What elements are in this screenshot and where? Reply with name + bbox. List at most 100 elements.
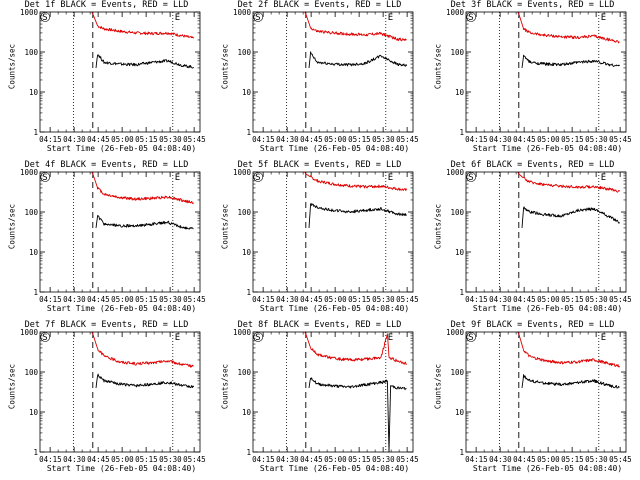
series-line-lld (304, 11, 407, 42)
series-line-lld (91, 11, 195, 39)
series-line-events (308, 202, 407, 228)
x-tick-label: 04:30 (489, 455, 512, 464)
y-axis-title: Counts/sec (7, 43, 17, 90)
start-marker: S (255, 173, 260, 183)
x-tick-label: 05:30 (159, 295, 182, 304)
y-tick-label: 1 (459, 287, 464, 297)
y-tick-label: 10 (28, 407, 38, 417)
x-tick-label: 04:45 (300, 135, 323, 144)
x-tick-label: 05:00 (324, 135, 347, 144)
start-marker-ring (253, 12, 264, 22)
y-tick-label: 100 (237, 47, 251, 57)
x-tick-label: 04:30 (63, 295, 86, 304)
x-tick-label: 05:15 (348, 135, 371, 144)
plot-frame (252, 331, 414, 453)
start-marker: S (42, 173, 47, 183)
x-tick-label: 04:45 (513, 455, 536, 464)
y-tick-label: 1 (246, 447, 251, 457)
chart-title: Det 5f BLACK = Events, RED = LLD (237, 160, 402, 170)
x-tick-label: 05:30 (585, 295, 608, 304)
x-tick-label: 05:15 (135, 135, 158, 144)
start-marker-ring (40, 172, 51, 182)
plot-frame (39, 331, 201, 453)
y-tick-label: 1000 (19, 167, 38, 177)
y-tick-label: 1 (459, 447, 464, 457)
plot-frame (39, 171, 201, 293)
y-tick-label: 1000 (19, 327, 38, 337)
chart-panel: S E 1 10 100 1000 04:15 04:30 04:45 05:00 05:15 05:… (426, 320, 639, 480)
x-tick-label: 05:45 (609, 455, 632, 464)
y-tick-label: 100 (24, 367, 38, 377)
plot-frame (465, 171, 627, 293)
x-tick-label: 05:45 (183, 295, 206, 304)
y-tick-label: 10 (454, 87, 464, 97)
end-marker: E (601, 13, 606, 23)
x-tick-label: 04:15 (39, 295, 62, 304)
end-marker: E (601, 333, 606, 343)
x-axis-title: Start Time (26-Feb-05 04:08:40) (472, 304, 623, 313)
end-marker: E (601, 173, 606, 183)
y-tick-label: 1000 (232, 7, 251, 17)
x-tick-label: 05:30 (159, 135, 182, 144)
start-marker: S (255, 13, 260, 23)
plot-frame (465, 11, 627, 133)
series-line-events (95, 373, 195, 389)
x-tick-label: 05:30 (372, 295, 395, 304)
y-tick-label: 1 (33, 127, 38, 137)
start-marker: S (468, 173, 473, 183)
plot-frame (465, 331, 627, 453)
x-tick-label: 04:45 (513, 295, 536, 304)
y-tick-label: 1000 (445, 7, 464, 17)
start-marker-ring (40, 12, 51, 22)
y-tick-label: 100 (450, 47, 464, 57)
series-line-events (308, 51, 408, 68)
x-tick-label: 05:00 (111, 135, 134, 144)
x-tick-label: 05:15 (348, 455, 371, 464)
start-marker-ring (466, 12, 477, 22)
x-tick-label: 04:45 (87, 295, 110, 304)
x-tick-label: 04:30 (63, 135, 86, 144)
x-axis-title: Start Time (26-Feb-05 04:08:40) (472, 144, 623, 153)
plot-frame (252, 171, 414, 293)
y-tick-label: 100 (237, 367, 251, 377)
y-axis-title: Counts/sec (220, 43, 230, 90)
plot-frame (252, 11, 414, 133)
chart-panel: S E 1 10 100 1000 04:15 04:30 04:45 05:00 05:15 05:… (0, 320, 213, 480)
start-marker-ring (40, 332, 51, 342)
x-tick-label: 05:00 (111, 455, 134, 464)
chart-panel: S E 1 10 100 1000 04:15 04:30 04:45 05:00 05:15 05:… (213, 160, 426, 320)
start-marker: S (468, 13, 473, 23)
start-marker-ring (466, 172, 477, 182)
x-tick-label: 05:30 (372, 135, 395, 144)
y-axis-title: Counts/sec (433, 43, 443, 90)
series-line-events (95, 54, 194, 69)
series-line-lld (91, 171, 194, 204)
chart-title: Det 7f BLACK = Events, RED = LLD (24, 320, 189, 330)
series-line-lld (517, 171, 620, 193)
x-tick-label: 05:00 (537, 295, 560, 304)
series-line-events (95, 215, 194, 230)
x-tick-label: 04:45 (300, 295, 323, 304)
x-tick-label: 04:30 (276, 135, 299, 144)
plot-frame (39, 11, 201, 133)
x-tick-label: 04:15 (252, 295, 275, 304)
y-tick-label: 1000 (232, 327, 251, 337)
series-line-lld (91, 331, 194, 368)
end-marker: E (175, 173, 180, 183)
y-tick-label: 1000 (445, 327, 464, 337)
x-tick-label: 05:30 (585, 135, 608, 144)
start-marker: S (255, 333, 260, 343)
y-tick-label: 10 (241, 87, 251, 97)
series-line-lld (517, 11, 620, 44)
x-tick-label: 05:15 (348, 295, 371, 304)
x-tick-label: 04:45 (513, 135, 536, 144)
start-marker-ring (466, 332, 477, 342)
x-tick-label: 05:45 (609, 295, 632, 304)
chart-panel: S E 1 10 100 1000 04:15 04:30 04:45 05:00 05:15 05:… (426, 0, 639, 160)
x-tick-label: 05:30 (159, 455, 182, 464)
